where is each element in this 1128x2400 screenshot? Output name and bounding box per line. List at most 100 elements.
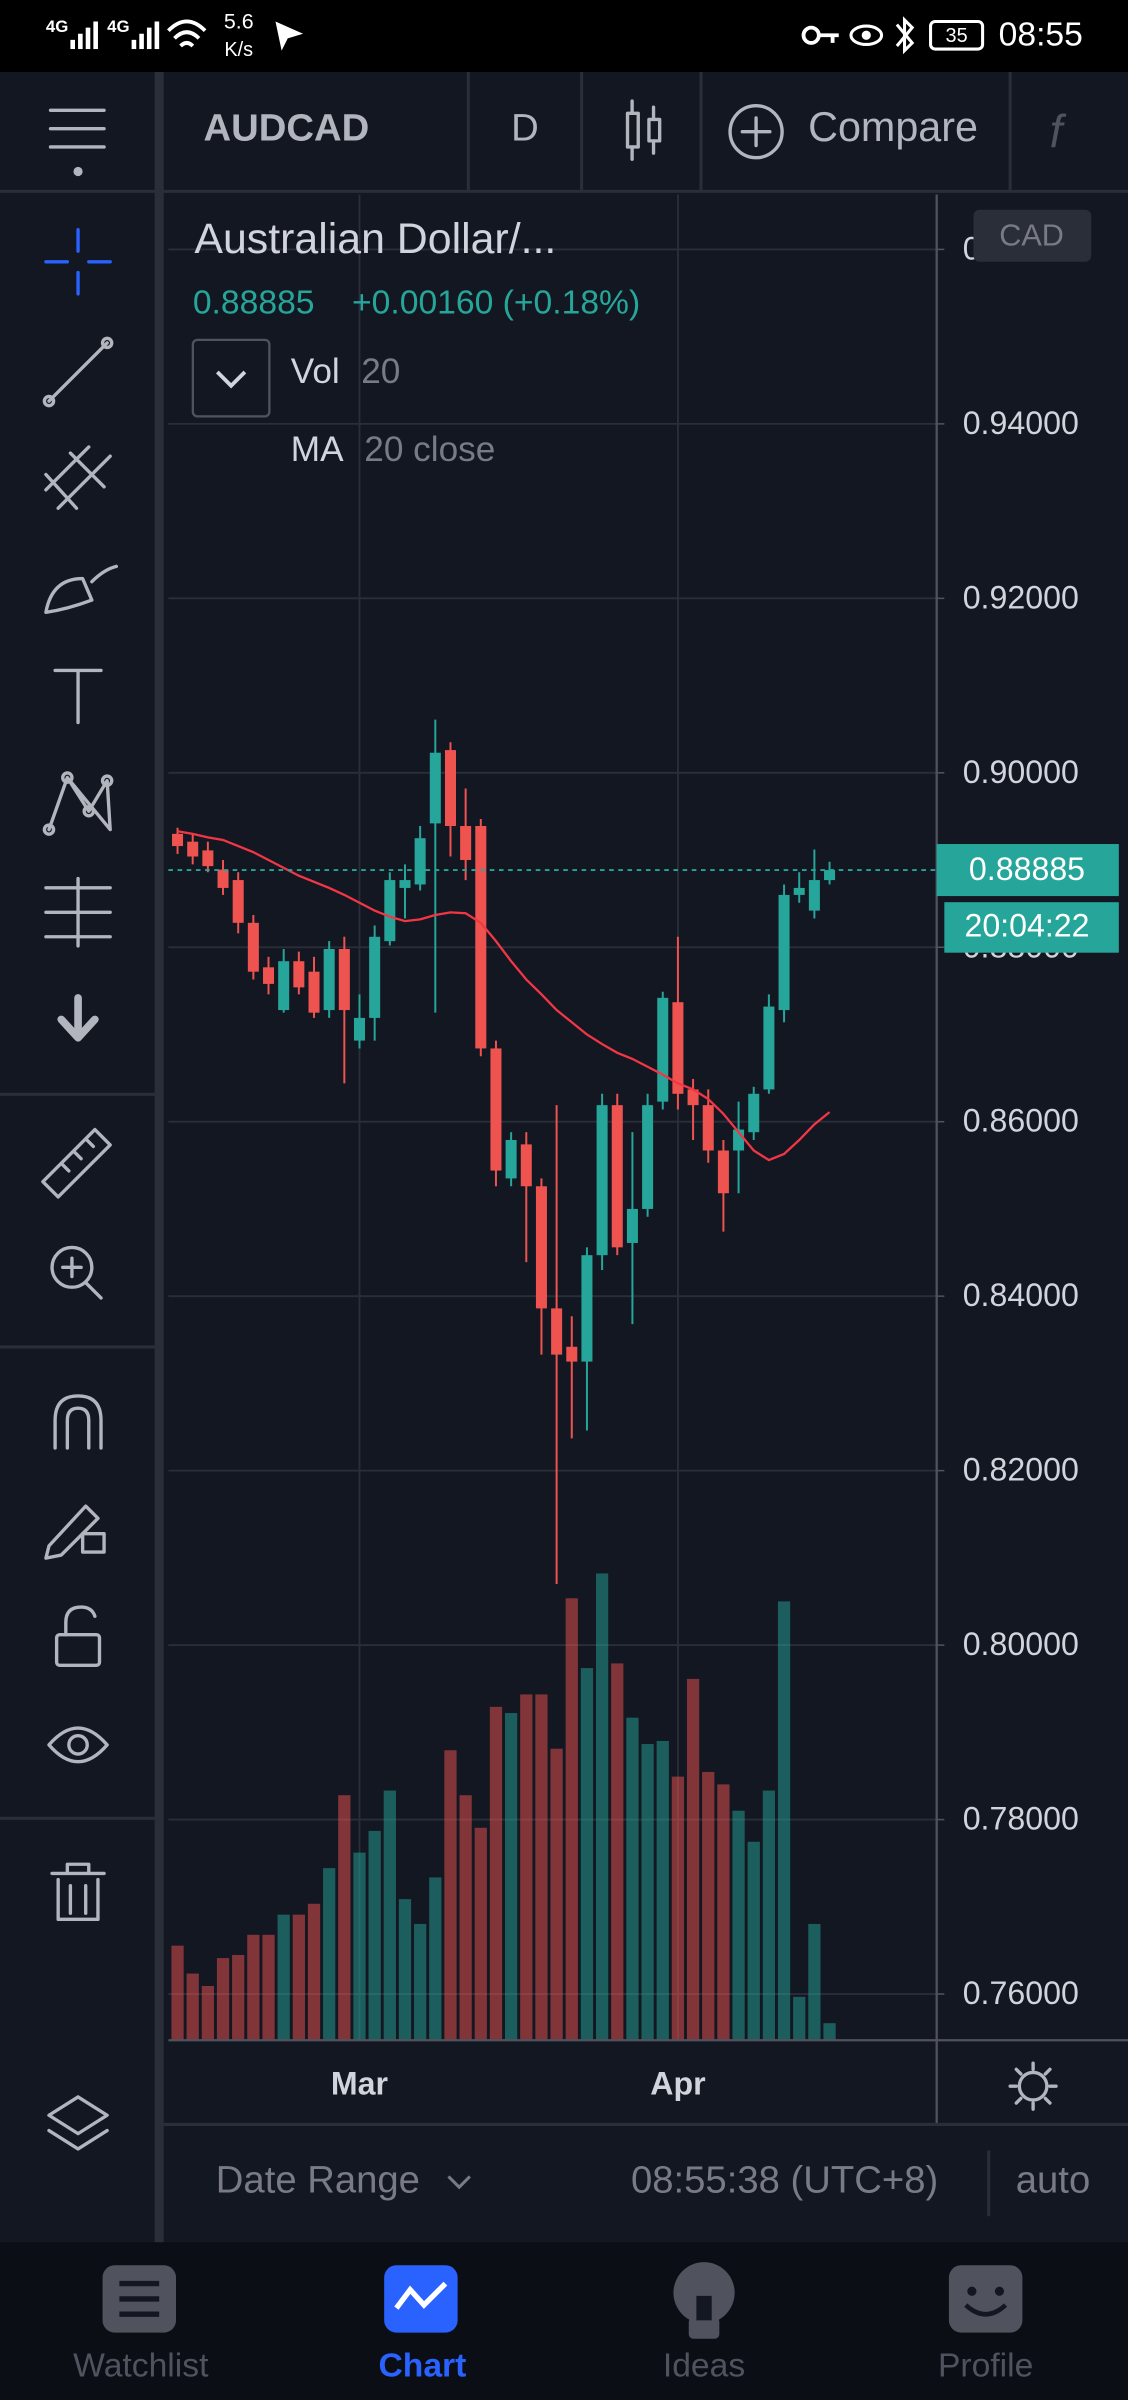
crosshair-tool[interactable] (44, 227, 112, 296)
candle-body (172, 833, 184, 847)
volume-bar (535, 1694, 548, 2041)
profile-tab[interactable] (948, 2265, 1023, 2333)
lock-drawings-tool[interactable] (44, 1504, 106, 1560)
candle-body (263, 967, 275, 984)
x-tick-label: Apr (650, 2066, 706, 2102)
visibility-tool[interactable] (47, 1726, 109, 1764)
countdown-box (944, 902, 1119, 953)
candle-body (444, 750, 456, 826)
brush-tool[interactable] (44, 564, 119, 614)
volume-bar (216, 1958, 230, 2041)
vol-label[interactable]: Vol (291, 352, 340, 391)
time-zone[interactable]: 08:55:38 (UTC+8) (631, 2159, 938, 2202)
candle-body (217, 869, 229, 888)
wifi (167, 19, 207, 48)
menu-dot (73, 166, 83, 177)
y-tick-label: 0.82000 (963, 1452, 1079, 1488)
volume-bar (292, 1914, 305, 2041)
date-range[interactable]: Date Range (216, 2159, 420, 2202)
status-bar (0, 0, 1128, 72)
settings-button[interactable] (1008, 2061, 1058, 2111)
candle-body (460, 825, 472, 861)
volume-bar (808, 1923, 821, 2041)
volume-bar (611, 1663, 624, 2041)
candle-body (733, 1129, 745, 1151)
volume-bar (702, 1771, 715, 2041)
speed: 5.6 (224, 10, 254, 34)
candle-body (763, 1006, 775, 1090)
candle-body (384, 880, 396, 942)
candle-body (187, 841, 199, 857)
candle-body (535, 1186, 547, 1309)
trend-line-tool[interactable] (42, 336, 114, 408)
auto-scale[interactable]: auto (1016, 2159, 1090, 2202)
ruler-tool[interactable] (41, 1127, 112, 1199)
currency-badge (973, 209, 1092, 262)
candle-body (414, 838, 426, 885)
volume-bar (247, 1934, 260, 2041)
y-tick-label: 0.94000 (963, 405, 1079, 441)
candle-body (490, 1048, 502, 1171)
indicators-button[interactable]: f (1050, 105, 1067, 157)
candle-body (702, 1105, 714, 1151)
volume-bar (520, 1694, 533, 2041)
chart-tab[interactable] (384, 2265, 458, 2333)
location (275, 21, 304, 51)
candle-body (323, 948, 335, 1011)
tab-label[interactable]: Watchlist (73, 2348, 209, 2385)
measure-tool[interactable] (44, 876, 112, 948)
volume-bar (565, 1598, 578, 2041)
symbol[interactable]: AUDCAD (204, 106, 370, 149)
tab-label[interactable]: Chart (378, 2348, 466, 2385)
ma-label[interactable]: MA (291, 430, 344, 469)
last-price-label: 0.88885 (969, 851, 1085, 887)
magnet-tool[interactable] (53, 1394, 103, 1450)
ideas-tab[interactable] (673, 2262, 735, 2339)
signal (70, 21, 98, 50)
pattern-tool[interactable] (42, 771, 114, 836)
interval[interactable]: D (511, 106, 539, 149)
y-tick-label: 0.80000 (963, 1626, 1079, 1662)
volume-bar (368, 1830, 381, 2041)
chevron (447, 2175, 471, 2190)
compare-button[interactable]: Compare (808, 104, 978, 150)
status-icons (801, 16, 985, 55)
collapse-legend[interactable] (191, 338, 271, 418)
candle-body (824, 870, 836, 881)
y-tick-label: 0.76000 (963, 1975, 1079, 2011)
volume-bar (505, 1713, 518, 2041)
candle-body (793, 887, 805, 895)
lock-tool[interactable] (54, 1605, 102, 1667)
fib-tool[interactable] (44, 445, 112, 510)
candle-body (808, 880, 820, 911)
candle-body (505, 1140, 517, 1179)
candle-body (566, 1346, 578, 1362)
zoom-tool[interactable] (50, 1245, 103, 1300)
chart-type-button[interactable] (625, 99, 662, 161)
candle-body (232, 880, 244, 923)
ma-line (177, 830, 831, 1162)
layers-tool[interactable] (47, 2095, 109, 2151)
more-tools[interactable] (57, 994, 99, 1042)
watchlist-tab[interactable] (102, 2265, 177, 2333)
candle-body (247, 922, 259, 972)
vol-params: 20 (361, 352, 400, 391)
volume-bar (671, 1776, 685, 2041)
candle-body (657, 997, 669, 1102)
legend-price: 0.88885 (193, 285, 315, 322)
volume-bar (398, 1899, 412, 2041)
tab-label[interactable]: Ideas (663, 2348, 745, 2385)
volume-bar (353, 1852, 366, 2041)
volume-bar (732, 1810, 745, 2041)
tab-label[interactable]: Profile (938, 2348, 1033, 2385)
candle-body (626, 1208, 638, 1243)
y-tick-label: 0.78000 (963, 1801, 1079, 1837)
volume-bar (307, 1903, 321, 2041)
delete-tool[interactable] (50, 1862, 106, 1922)
volume-bar (823, 2023, 836, 2041)
text-tool[interactable] (53, 668, 103, 725)
x-tick-label: Mar (331, 2066, 389, 2102)
volume-bar (580, 1668, 594, 2041)
menu-button[interactable] (48, 108, 106, 149)
